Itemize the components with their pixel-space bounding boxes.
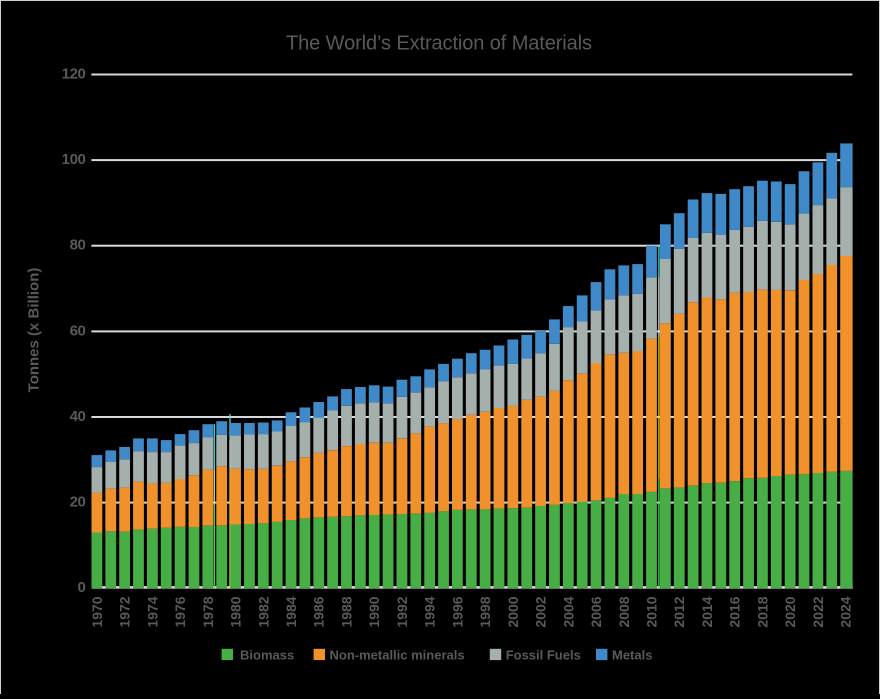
svg-text:Tonnes (x Billion): Tonnes (x Billion) (26, 268, 43, 393)
svg-text:1988: 1988 (339, 596, 355, 627)
svg-text:Metals: Metals (612, 647, 652, 662)
svg-text:2008: 2008 (616, 596, 632, 627)
svg-text:1970: 1970 (89, 596, 105, 627)
svg-text:1994: 1994 (422, 596, 438, 627)
svg-text:2020: 2020 (782, 596, 798, 627)
svg-text:0: 0 (78, 579, 86, 596)
svg-text:1992: 1992 (394, 596, 410, 627)
svg-text:20: 20 (70, 494, 86, 511)
svg-text:2018: 2018 (754, 596, 770, 627)
svg-text:1978: 1978 (200, 596, 216, 627)
svg-text:2016: 2016 (727, 596, 743, 627)
svg-text:2022: 2022 (810, 596, 826, 627)
svg-text:2010: 2010 (644, 596, 660, 627)
svg-text:2004: 2004 (560, 596, 576, 627)
svg-text:Biomass: Biomass (240, 647, 294, 662)
svg-text:1980: 1980 (228, 596, 244, 627)
svg-text:40: 40 (70, 408, 86, 425)
svg-text:2006: 2006 (588, 596, 604, 627)
svg-text:1990: 1990 (366, 596, 382, 627)
svg-text:60: 60 (70, 322, 86, 339)
svg-text:120: 120 (62, 66, 86, 83)
svg-text:1982: 1982 (255, 596, 271, 627)
svg-text:1984: 1984 (283, 596, 299, 627)
svg-text:2002: 2002 (533, 596, 549, 627)
svg-text:2000: 2000 (505, 596, 521, 627)
svg-text:100: 100 (62, 151, 86, 168)
svg-text:2012: 2012 (671, 596, 687, 627)
svg-text:The World’s Extraction of Mate: The World’s Extraction of Materials (286, 33, 592, 55)
svg-text:1986: 1986 (311, 596, 327, 627)
svg-text:1998: 1998 (477, 596, 493, 627)
svg-text:2024: 2024 (838, 596, 854, 627)
svg-text:2014: 2014 (699, 596, 715, 627)
svg-text:1996: 1996 (449, 596, 465, 627)
svg-text:Fossil Fuels: Fossil Fuels (506, 647, 581, 662)
svg-text:1976: 1976 (172, 596, 188, 627)
svg-text:80: 80 (70, 237, 86, 254)
svg-text:Non-metallic minerals: Non-metallic minerals (330, 647, 465, 662)
svg-text:1974: 1974 (144, 596, 160, 627)
svg-text:1972: 1972 (117, 596, 133, 627)
